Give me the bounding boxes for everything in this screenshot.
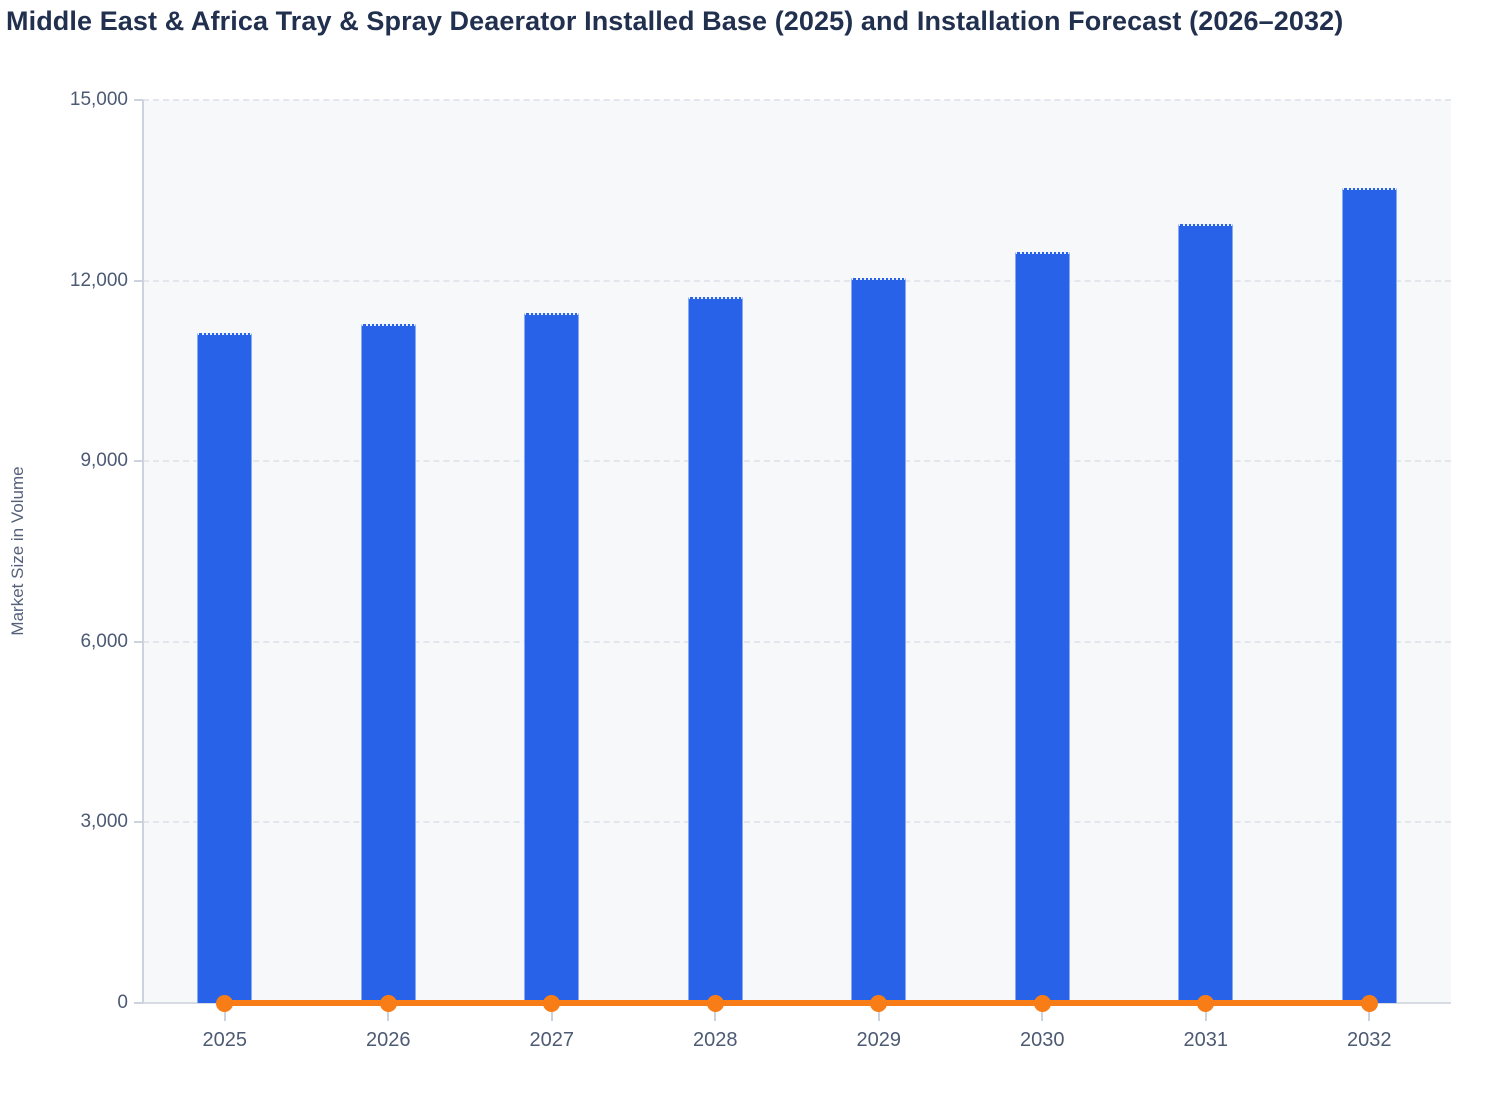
bar-2027[interactable]	[524, 313, 580, 1003]
line-marker-2027[interactable]	[543, 994, 561, 1012]
y-axis-line	[142, 100, 144, 1003]
x-tick-label: 2029	[856, 1029, 902, 1051]
line-marker-2032[interactable]	[1360, 994, 1378, 1012]
line-series	[224, 1000, 1370, 1006]
y-tick-label: 6,000	[80, 630, 128, 652]
plot-background	[143, 100, 1451, 1003]
y-tick-mark	[134, 99, 143, 101]
bar-2028[interactable]	[687, 296, 743, 1003]
x-tick-mark	[1368, 1006, 1371, 1021]
line-marker-2029[interactable]	[870, 994, 888, 1012]
y-tick-label: 15,000	[69, 89, 128, 110]
x-tick-label: 2025	[202, 1029, 248, 1051]
y-tick-label: 12,000	[69, 269, 128, 291]
y-tick-mark	[134, 279, 143, 282]
y-tick-mark	[134, 1002, 143, 1004]
line-marker-2031[interactable]	[1197, 994, 1215, 1012]
line-marker-2028[interactable]	[706, 994, 724, 1012]
y-tick-mark	[134, 821, 143, 824]
gridline	[143, 99, 1451, 101]
bar-2026[interactable]	[360, 323, 416, 1003]
bar-2030[interactable]	[1014, 252, 1070, 1003]
line-marker-2030[interactable]	[1033, 994, 1051, 1012]
line-marker-2026[interactable]	[379, 994, 397, 1012]
x-tick-label: 2032	[1347, 1029, 1392, 1051]
x-tick-mark	[1204, 1006, 1207, 1021]
chart-title: Middle East & Africa Tray & Spray Deaera…	[6, 6, 1344, 36]
x-tick-mark	[223, 1006, 226, 1021]
y-tick-label: 0	[117, 992, 128, 1013]
y-tick-label: 3,000	[80, 811, 128, 833]
bar-2031[interactable]	[1178, 224, 1234, 1003]
x-tick-mark	[877, 1006, 880, 1021]
gridline	[143, 821, 1451, 824]
x-tick-mark	[550, 1006, 553, 1021]
gridline	[143, 640, 1451, 643]
bar-2029[interactable]	[851, 278, 907, 1003]
x-tick-label: 2031	[1183, 1029, 1229, 1051]
gridline	[143, 460, 1451, 463]
gridline	[143, 279, 1451, 282]
line-marker-2025[interactable]	[216, 994, 234, 1012]
x-tick-mark	[714, 1006, 717, 1021]
x-tick-label: 2028	[693, 1029, 738, 1051]
y-tick-label: 9,000	[80, 450, 128, 472]
bar-2025[interactable]	[197, 332, 253, 1003]
x-tick-mark	[387, 1006, 390, 1021]
x-tick-label: 2030	[1020, 1029, 1065, 1051]
bar-2032[interactable]	[1341, 188, 1397, 1003]
x-tick-label: 2027	[529, 1029, 575, 1051]
x-tick-label: 2026	[366, 1029, 411, 1051]
y-axis-title: Market Size in Volume	[8, 466, 27, 636]
y-tick-mark	[134, 640, 143, 643]
x-tick-mark	[1041, 1006, 1044, 1021]
y-tick-mark	[134, 460, 143, 463]
